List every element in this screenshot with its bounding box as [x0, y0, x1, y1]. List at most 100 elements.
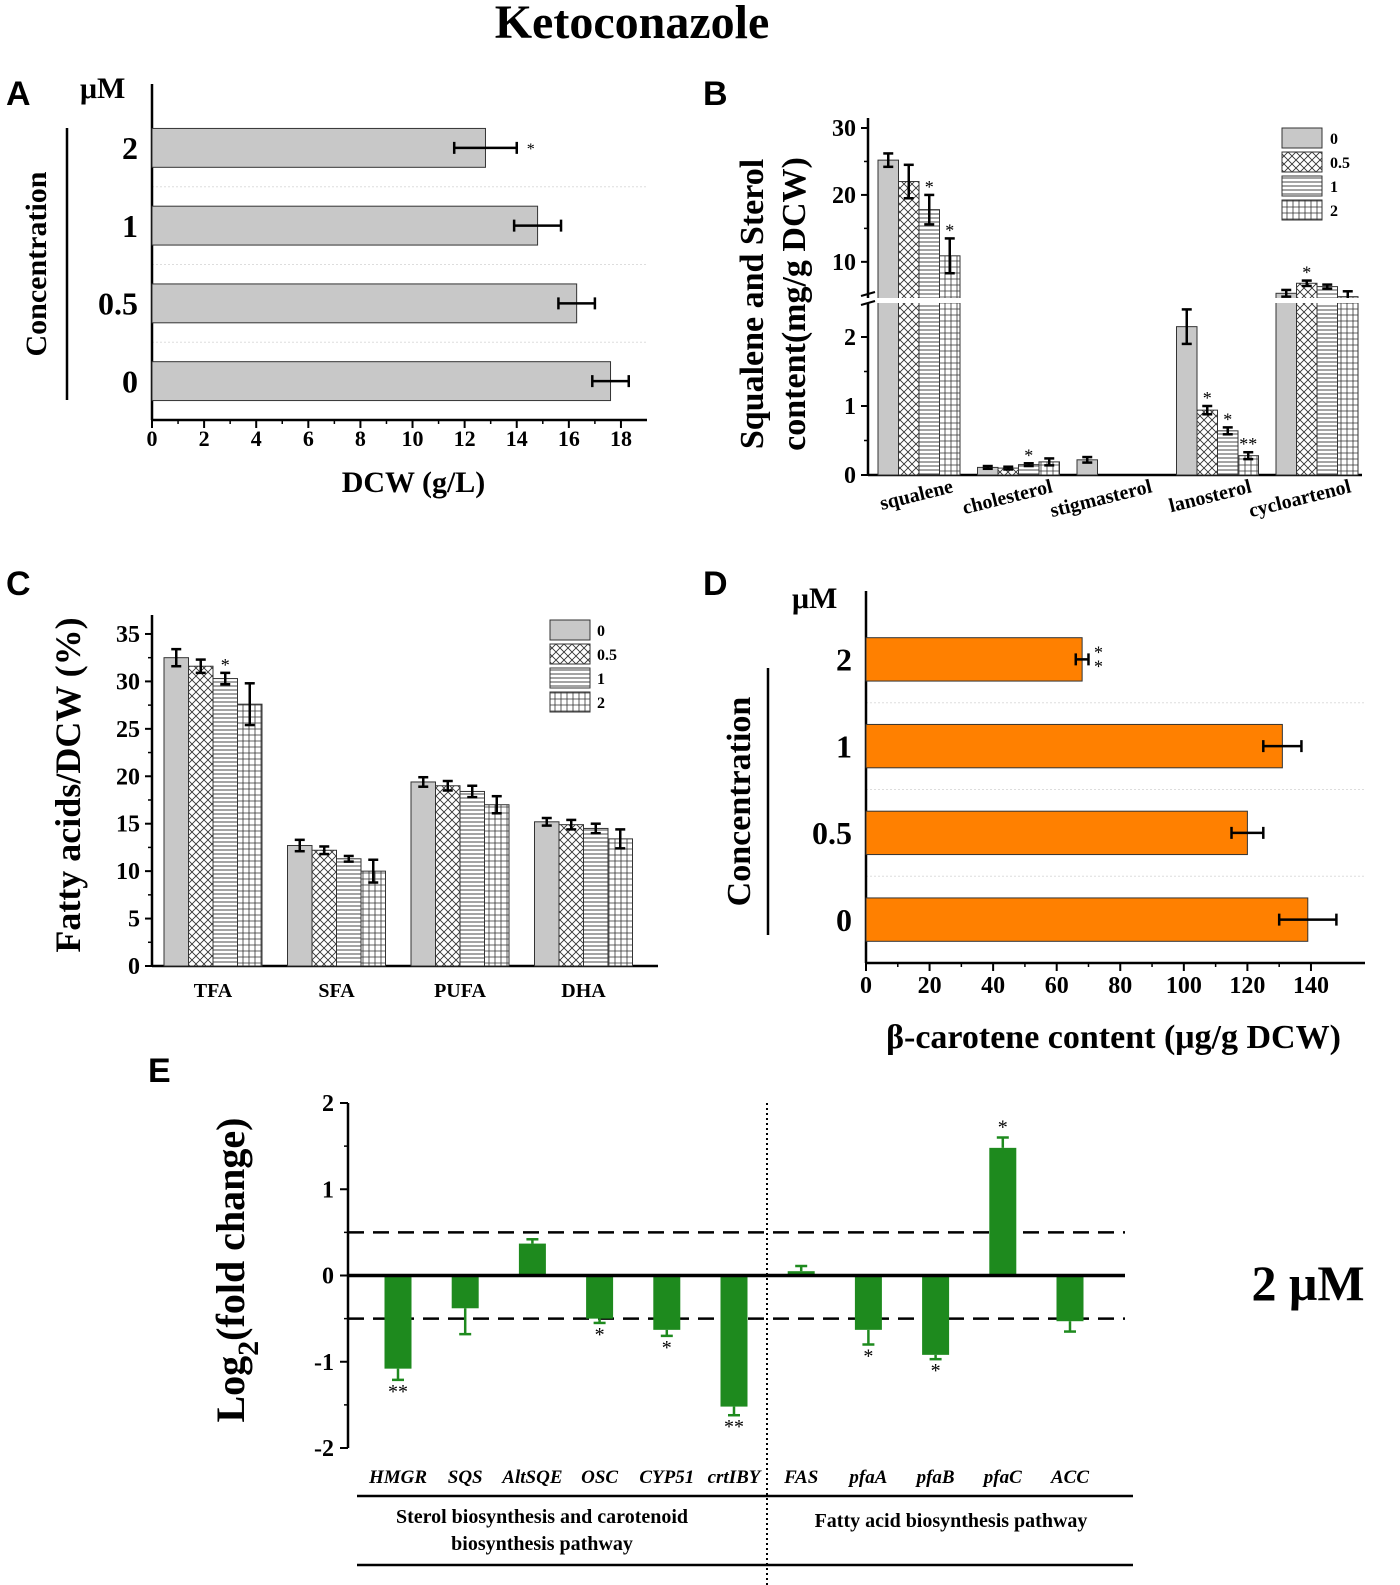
x-tick-label: cycloartenol [1247, 475, 1354, 522]
x-axis-title: DCW (g/L) [342, 466, 486, 499]
significance-mark: ** [388, 1381, 408, 1403]
bar [865, 897, 1309, 942]
group-label: Fatty acid biosynthesis pathway [815, 1510, 1088, 1532]
panel-label-c: C [6, 565, 31, 603]
y-tick-label: -1 [314, 1350, 334, 1376]
x-tick-label: HMGR [368, 1467, 427, 1488]
x-tick-label: DHA [561, 980, 606, 1002]
x-tick-label: 120 [1229, 973, 1265, 999]
x-tick-label: stigmasterol [1048, 475, 1155, 522]
bar [865, 637, 1083, 682]
panel-label-d: D [703, 565, 728, 603]
category-label: 2 [122, 130, 138, 166]
concentration-annotation: 2 μM [1251, 1255, 1364, 1311]
bar [518, 1243, 546, 1276]
y-tick-label: 20 [832, 183, 856, 209]
legend-label: 2 [597, 695, 605, 712]
y-tick-label: -2 [314, 1436, 334, 1462]
x-tick-label: pfaC [982, 1467, 1022, 1488]
panel-label-e: E [148, 1052, 171, 1090]
x-tick-label: 100 [1166, 973, 1202, 999]
legend-swatch [549, 667, 591, 689]
category-label: 0 [122, 363, 138, 399]
y-tick-label: 20 [116, 764, 140, 790]
bar [854, 1275, 882, 1330]
significance-mark: * [1024, 445, 1033, 465]
significance-mark: * [1302, 263, 1311, 283]
legend-label: 1 [597, 671, 605, 688]
y-axis-title: Log2(fold change) [208, 1117, 265, 1422]
significance-mark: * [662, 1337, 672, 1359]
x-tick-label: 6 [303, 426, 314, 451]
axis-break-band [862, 298, 1362, 303]
x-tick-label: 80 [1108, 973, 1132, 999]
significance-mark: * [527, 141, 535, 158]
group-label: Sterol biosynthesis and carotenoid [396, 1506, 688, 1528]
category-label: 0 [836, 902, 852, 938]
bar [1056, 1275, 1084, 1322]
axis-break-mark [860, 291, 876, 297]
y-tick-label: 0 [844, 463, 856, 489]
x-tick-label: 18 [610, 426, 632, 451]
bar [1316, 286, 1338, 476]
x-tick-label: 14 [506, 426, 528, 451]
panel-b-chart: 012102030**squalene*cholesterolstigmaste… [734, 116, 1362, 522]
legend-label: 0 [597, 623, 605, 640]
x-tick-label: 0 [860, 973, 872, 999]
bar [865, 723, 1283, 769]
y-tick-label: 30 [832, 116, 856, 142]
bar [212, 678, 238, 967]
significance-mark: ** [1239, 434, 1257, 454]
significance-mark: * [1203, 388, 1212, 408]
x-tick-label: 60 [1045, 973, 1069, 999]
x-tick-label: AltSQE [501, 1467, 562, 1488]
x-tick-label: squalene [878, 475, 956, 514]
panel-a-chart: 0 2 4 6 8 10 12 14 16 18 2 * 1 0.5 0 Concentration μM DCW… [20, 72, 647, 499]
x-tick-label: crtIBY [708, 1467, 763, 1488]
y-tick-label: 5 [128, 907, 140, 933]
y-tick-label: 35 [116, 622, 140, 648]
significance-mark: * [1094, 642, 1103, 662]
bar [586, 1275, 614, 1319]
bar [1196, 409, 1218, 476]
y-tick-label: 15 [116, 812, 140, 838]
x-tick-label: 10 [402, 426, 424, 451]
y-tick-label: 2 [844, 325, 856, 351]
legend-swatch [549, 643, 591, 665]
legend-swatch [549, 619, 591, 641]
x-tick-label: SFA [318, 980, 355, 1002]
x-tick-label: 140 [1293, 973, 1329, 999]
x-tick-label: 16 [558, 426, 580, 451]
significance-mark: * [931, 1360, 941, 1382]
bar [188, 665, 214, 967]
legend-label: 2 [1330, 203, 1338, 220]
unit-label: μM [792, 582, 837, 615]
bar [360, 870, 386, 967]
y-tick-label: 25 [116, 717, 140, 743]
x-tick-label: 12 [454, 426, 476, 451]
x-tick-label: 2 [199, 426, 210, 451]
bar [787, 1271, 815, 1276]
panel-d-chart: 0 20 40 60 80 100 120 140 2 ** 1 0.5 0 Concentration μ… [721, 582, 1365, 1056]
x-axis-title: β-carotene content (μg/g DCW) [886, 1019, 1341, 1056]
y-tick-label: 1 [322, 1177, 334, 1203]
bar [865, 810, 1248, 856]
significance-mark: ** [724, 1416, 744, 1438]
y-tick-label: 2 [322, 1091, 334, 1117]
legend-label: 0.5 [1330, 155, 1350, 172]
y-tick-label: 1 [844, 394, 856, 420]
category-label: 2 [836, 642, 852, 678]
figure-title: Ketoconazole [495, 0, 770, 49]
group-label: biosynthesis pathway [451, 1533, 633, 1555]
bar [922, 1275, 950, 1355]
x-tick-label: 40 [981, 973, 1005, 999]
bar [1296, 282, 1318, 476]
legend-swatch [1281, 199, 1323, 221]
y-axis-title: content(mg/g DCW) [776, 157, 813, 451]
bar [151, 205, 539, 246]
bar [989, 1147, 1017, 1276]
bar [384, 1275, 412, 1369]
bar [484, 804, 510, 967]
bar [435, 785, 461, 967]
